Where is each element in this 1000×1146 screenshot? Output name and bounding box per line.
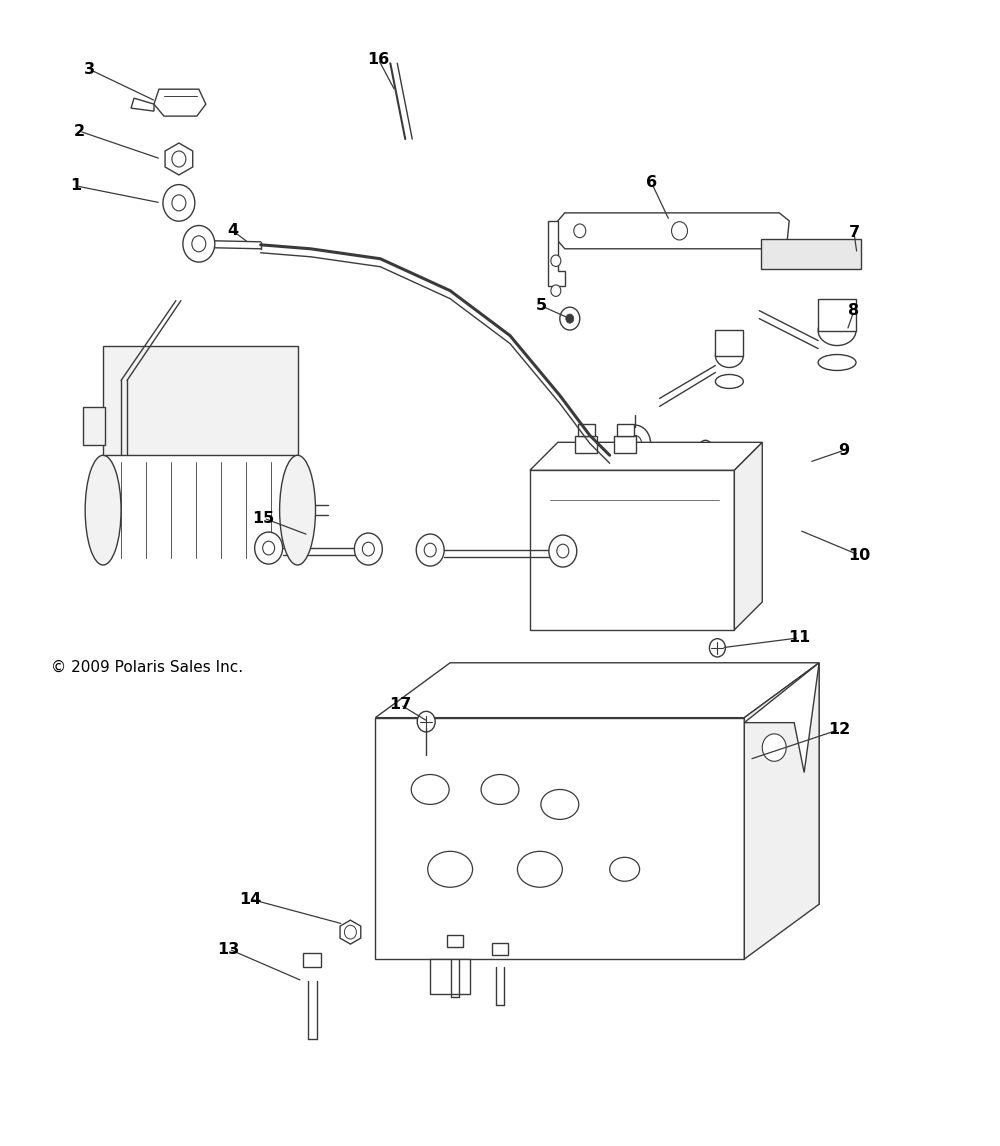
Circle shape	[574, 223, 586, 237]
Text: 8: 8	[848, 304, 860, 319]
Circle shape	[344, 925, 356, 939]
Circle shape	[551, 285, 561, 297]
Polygon shape	[530, 442, 762, 470]
Circle shape	[362, 542, 374, 556]
Text: 2: 2	[74, 124, 85, 139]
Circle shape	[628, 435, 642, 452]
Ellipse shape	[481, 775, 519, 804]
Circle shape	[263, 541, 275, 555]
Circle shape	[255, 532, 283, 564]
Text: 17: 17	[389, 697, 411, 712]
Circle shape	[566, 314, 574, 323]
Bar	[715, 330, 743, 355]
Polygon shape	[744, 662, 819, 772]
Text: 16: 16	[367, 52, 389, 66]
Polygon shape	[548, 221, 565, 285]
Ellipse shape	[541, 790, 579, 819]
Ellipse shape	[280, 455, 316, 565]
Bar	[818, 299, 856, 330]
Bar	[103, 346, 298, 455]
Text: 4: 4	[227, 223, 238, 238]
Bar	[617, 424, 634, 435]
Circle shape	[709, 638, 725, 657]
Ellipse shape	[428, 851, 473, 887]
Polygon shape	[744, 662, 819, 959]
Circle shape	[192, 236, 206, 252]
Circle shape	[551, 256, 561, 267]
Circle shape	[762, 733, 786, 761]
Circle shape	[163, 185, 195, 221]
Circle shape	[619, 425, 651, 462]
Polygon shape	[154, 89, 206, 116]
Circle shape	[354, 533, 382, 565]
Polygon shape	[340, 920, 361, 944]
Bar	[492, 943, 508, 955]
Circle shape	[416, 534, 444, 566]
Ellipse shape	[411, 775, 449, 804]
Text: 5: 5	[535, 298, 546, 313]
Ellipse shape	[818, 354, 856, 370]
Polygon shape	[165, 143, 193, 175]
Bar	[375, 717, 744, 959]
Circle shape	[549, 535, 577, 567]
Ellipse shape	[85, 455, 121, 565]
Circle shape	[557, 544, 569, 558]
Text: 3: 3	[84, 62, 95, 77]
Bar	[530, 470, 734, 630]
Bar	[83, 407, 105, 446]
Polygon shape	[558, 213, 789, 249]
Text: 13: 13	[218, 942, 240, 957]
Text: 1: 1	[71, 179, 82, 194]
Circle shape	[672, 221, 687, 240]
Polygon shape	[430, 959, 470, 994]
Ellipse shape	[715, 344, 743, 368]
Circle shape	[417, 712, 435, 732]
Text: 7: 7	[848, 226, 860, 241]
Circle shape	[286, 496, 310, 524]
Ellipse shape	[610, 857, 640, 881]
Circle shape	[172, 151, 186, 167]
Circle shape	[698, 440, 712, 456]
Circle shape	[172, 195, 186, 211]
Ellipse shape	[818, 315, 856, 346]
Polygon shape	[131, 99, 154, 111]
Bar	[575, 435, 597, 454]
Ellipse shape	[517, 851, 562, 887]
Bar	[614, 435, 636, 454]
Text: 12: 12	[828, 722, 850, 737]
Text: 14: 14	[240, 892, 262, 906]
Bar	[303, 953, 320, 967]
Ellipse shape	[715, 375, 743, 388]
Polygon shape	[734, 442, 762, 630]
Text: 6: 6	[646, 175, 657, 190]
Text: 10: 10	[848, 548, 870, 563]
Polygon shape	[375, 662, 819, 717]
Bar	[697, 450, 713, 462]
Polygon shape	[761, 238, 861, 269]
Bar	[578, 424, 595, 435]
Text: 15: 15	[253, 511, 275, 526]
Text: 11: 11	[788, 630, 810, 645]
Text: © 2009 Polaris Sales Inc.: © 2009 Polaris Sales Inc.	[51, 660, 243, 675]
Circle shape	[424, 543, 436, 557]
Text: 9: 9	[838, 442, 850, 457]
Circle shape	[183, 226, 215, 262]
Bar	[447, 935, 463, 947]
Circle shape	[560, 307, 580, 330]
